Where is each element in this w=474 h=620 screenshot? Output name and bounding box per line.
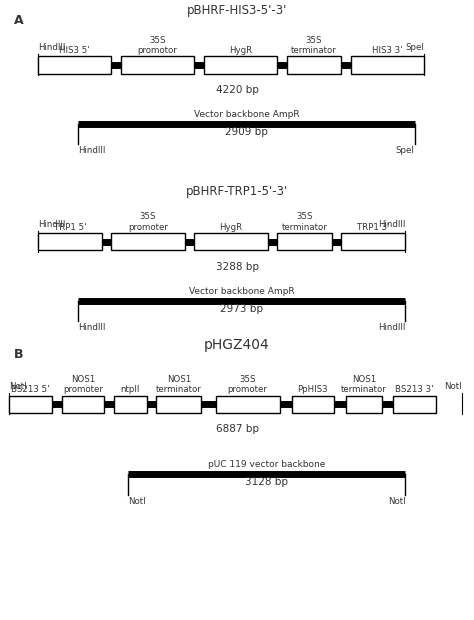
- Text: BS213 5': BS213 5': [11, 385, 50, 394]
- Bar: [194, 233, 268, 250]
- Text: pBHRF-HIS3-5'-3': pBHRF-HIS3-5'-3': [187, 4, 287, 17]
- Bar: [346, 396, 382, 413]
- Text: HIS3 3': HIS3 3': [372, 46, 403, 55]
- Text: 3288 bp: 3288 bp: [216, 262, 258, 272]
- Bar: [351, 56, 424, 74]
- Text: NotI: NotI: [388, 497, 405, 506]
- Text: B: B: [14, 348, 24, 361]
- Bar: [9, 396, 52, 413]
- Bar: [114, 396, 147, 413]
- Bar: [111, 233, 185, 250]
- Text: 6887 bp: 6887 bp: [216, 424, 258, 434]
- Text: 35S
promotor: 35S promotor: [138, 36, 177, 55]
- Bar: [287, 56, 341, 74]
- Text: 2909 bp: 2909 bp: [225, 127, 268, 137]
- Text: HindIII: HindIII: [378, 219, 405, 229]
- Bar: [277, 233, 332, 250]
- Text: HindIII: HindIII: [378, 323, 405, 332]
- Text: 2973 bp: 2973 bp: [220, 304, 263, 314]
- Text: NotI: NotI: [445, 382, 462, 391]
- Text: TRP1 5': TRP1 5': [54, 223, 86, 232]
- Bar: [156, 396, 201, 413]
- Bar: [38, 56, 111, 74]
- Bar: [204, 56, 277, 74]
- Text: 35S
promoter: 35S promoter: [228, 375, 268, 394]
- Text: NOS1
terminator: NOS1 terminator: [156, 375, 202, 394]
- Text: pUC 119 vector backbone: pUC 119 vector backbone: [208, 460, 325, 469]
- Text: 3128 bp: 3128 bp: [245, 477, 288, 487]
- Bar: [121, 56, 194, 74]
- Text: A: A: [14, 14, 24, 27]
- Text: SpeI: SpeI: [396, 146, 415, 156]
- Text: Vector backbone AmpR: Vector backbone AmpR: [189, 286, 294, 296]
- Text: HindIII: HindIII: [38, 219, 65, 229]
- Text: ntpII: ntpII: [121, 385, 140, 394]
- Text: HygR: HygR: [219, 223, 243, 232]
- Text: SpeI: SpeI: [405, 43, 424, 52]
- Text: PpHIS3: PpHIS3: [298, 385, 328, 394]
- Text: NotI: NotI: [128, 497, 146, 506]
- Bar: [38, 233, 102, 250]
- Text: 4220 bp: 4220 bp: [216, 85, 258, 95]
- Text: NOS1
promoter: NOS1 promoter: [63, 375, 103, 394]
- Bar: [292, 396, 334, 413]
- Text: 35S
terminator: 35S terminator: [282, 213, 328, 232]
- Bar: [341, 233, 405, 250]
- Text: BS213 3': BS213 3': [395, 385, 434, 394]
- Text: HIS3 5': HIS3 5': [59, 46, 90, 55]
- Bar: [62, 396, 104, 413]
- Bar: [216, 396, 280, 413]
- Text: TRP1 3': TRP1 3': [357, 223, 390, 232]
- Text: Vector backbone AmpR: Vector backbone AmpR: [194, 110, 299, 119]
- Text: HindIII: HindIII: [78, 146, 106, 156]
- Text: 35S
terminator: 35S terminator: [291, 36, 337, 55]
- Text: 35S
promoter: 35S promoter: [128, 213, 168, 232]
- Text: pBHRF-TRP1-5'-3': pBHRF-TRP1-5'-3': [186, 185, 288, 198]
- Text: HindIII: HindIII: [38, 43, 65, 52]
- Text: NOS1
terminator: NOS1 terminator: [341, 375, 387, 394]
- Text: NotI: NotI: [9, 382, 27, 391]
- Text: HindIII: HindIII: [78, 323, 106, 332]
- Text: pHGZ404: pHGZ404: [204, 337, 270, 352]
- Bar: [393, 396, 436, 413]
- Text: HygR: HygR: [229, 46, 252, 55]
